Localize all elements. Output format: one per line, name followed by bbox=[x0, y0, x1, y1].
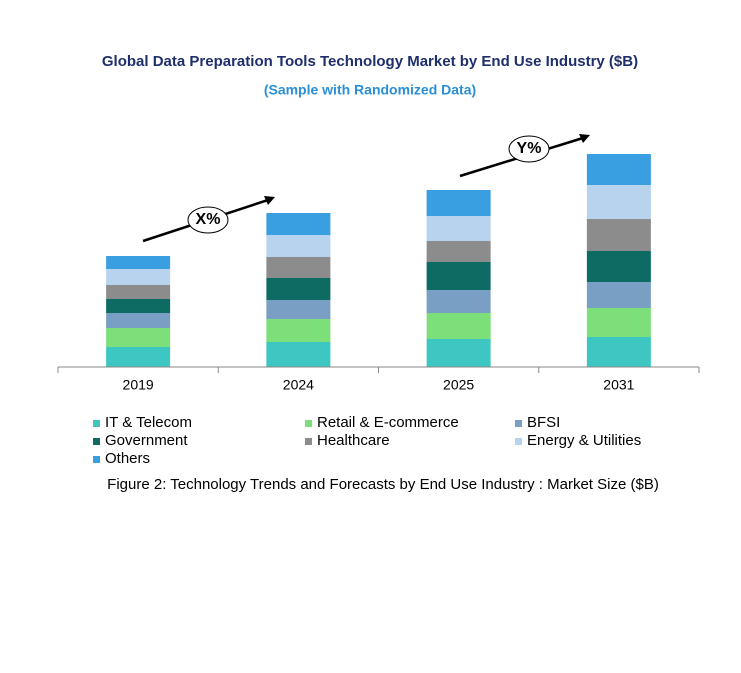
x-tick-label: 2025 bbox=[443, 377, 474, 393]
bar-segment bbox=[106, 256, 171, 269]
bar-segment bbox=[266, 300, 331, 319]
bar-segment bbox=[426, 339, 491, 367]
bar-segment bbox=[586, 337, 651, 367]
x-tick-label: 2019 bbox=[123, 377, 154, 393]
bar-segment bbox=[266, 278, 331, 300]
legend-swatch bbox=[93, 438, 100, 445]
x-tick-label: 2031 bbox=[603, 377, 634, 393]
legend-swatch bbox=[515, 438, 522, 445]
caption: Figure 2: Technology Trends and Forecast… bbox=[107, 476, 659, 493]
bar-segment bbox=[586, 185, 651, 219]
legend-label: BFSI bbox=[527, 414, 560, 431]
chart-subtitle: (Sample with Randomized Data) bbox=[264, 82, 476, 98]
legend-swatch bbox=[305, 420, 312, 427]
x-tick-label: 2024 bbox=[283, 377, 314, 393]
legend-swatch bbox=[515, 420, 522, 427]
bar-segment bbox=[426, 313, 491, 339]
bar-segment bbox=[106, 285, 171, 299]
annotation: X% bbox=[196, 211, 221, 228]
chart-title: Global Data Preparation Tools Technology… bbox=[102, 53, 638, 70]
legend-label: IT & Telecom bbox=[105, 414, 192, 431]
bar-segment bbox=[106, 347, 171, 367]
bar-segment bbox=[586, 154, 651, 185]
bar-segment bbox=[266, 257, 331, 278]
legend-label: Others bbox=[105, 450, 150, 467]
bar-segment bbox=[586, 219, 651, 251]
bar-segment bbox=[106, 328, 171, 347]
bar-segment bbox=[426, 216, 491, 241]
legend-label: Healthcare bbox=[317, 432, 390, 449]
bar-segment bbox=[426, 290, 491, 313]
bar-segment bbox=[266, 213, 331, 235]
bar-segment bbox=[266, 342, 331, 367]
bar-segment bbox=[426, 262, 491, 290]
bar-segment bbox=[106, 269, 171, 285]
legend-swatch bbox=[305, 438, 312, 445]
bar-segment bbox=[266, 319, 331, 342]
legend-swatch bbox=[93, 456, 100, 463]
bar-segment bbox=[106, 299, 171, 313]
bar-segment bbox=[106, 313, 171, 328]
legend-label: Government bbox=[105, 432, 188, 449]
annotation: Y% bbox=[517, 140, 542, 157]
bar-segment bbox=[266, 235, 331, 257]
legend-label: Retail & E-commerce bbox=[317, 414, 459, 431]
bar-segment bbox=[426, 190, 491, 216]
bar-segment bbox=[586, 282, 651, 308]
bar-segment bbox=[426, 241, 491, 262]
growth-arrows bbox=[142, 134, 590, 243]
legend-label: Energy & Utilities bbox=[527, 432, 641, 449]
legend-swatch bbox=[93, 420, 100, 427]
bar-segment bbox=[586, 308, 651, 337]
bar-segment bbox=[586, 251, 651, 282]
